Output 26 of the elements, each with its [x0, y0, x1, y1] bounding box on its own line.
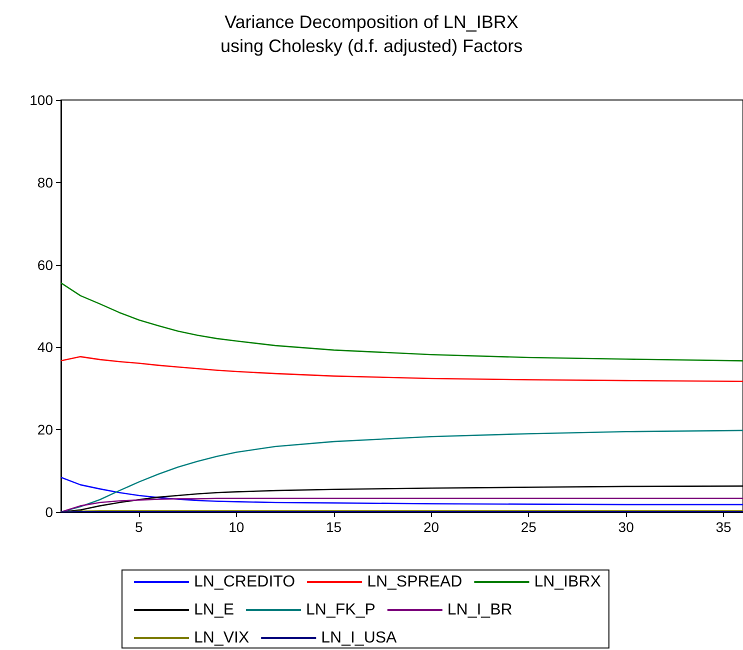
- x-tick-label: 15: [326, 519, 342, 535]
- legend-label: LN_I_BR: [447, 602, 512, 618]
- chart-subtitle: using Cholesky (d.f. adjusted) Factors: [220, 36, 523, 56]
- y-tick-label: 60: [37, 256, 54, 273]
- x-tick-label: 5: [135, 519, 144, 535]
- legend-label: LN_FK_P: [306, 602, 376, 618]
- y-tick-label: 40: [37, 339, 54, 356]
- x-tick-label: 20: [423, 519, 440, 535]
- y-tick-label: 100: [30, 92, 54, 108]
- x-tick-label: 30: [618, 519, 634, 535]
- legend-label: LN_IBRX: [534, 574, 602, 590]
- legend-label: LN_E: [194, 602, 234, 618]
- x-tick-label: 10: [228, 519, 244, 535]
- legend-label: LN_CREDITO: [194, 574, 296, 590]
- y-tick-label: 0: [45, 504, 54, 520]
- line-series: [60, 356, 743, 382]
- line-series: [60, 476, 743, 506]
- x-tick-label: 35: [716, 519, 732, 535]
- line-series: [60, 282, 743, 362]
- y-tick-label: 80: [37, 174, 54, 190]
- legend-label: LN_VIX: [194, 630, 250, 646]
- legend-label: LN_SPREAD: [367, 574, 462, 590]
- x-tick-label: 25: [520, 519, 537, 535]
- y-tick-label: 20: [37, 422, 54, 438]
- legend-label: LN_I_USA: [321, 630, 398, 646]
- chart-title: Variance Decomposition of LN_IBRX: [224, 12, 518, 32]
